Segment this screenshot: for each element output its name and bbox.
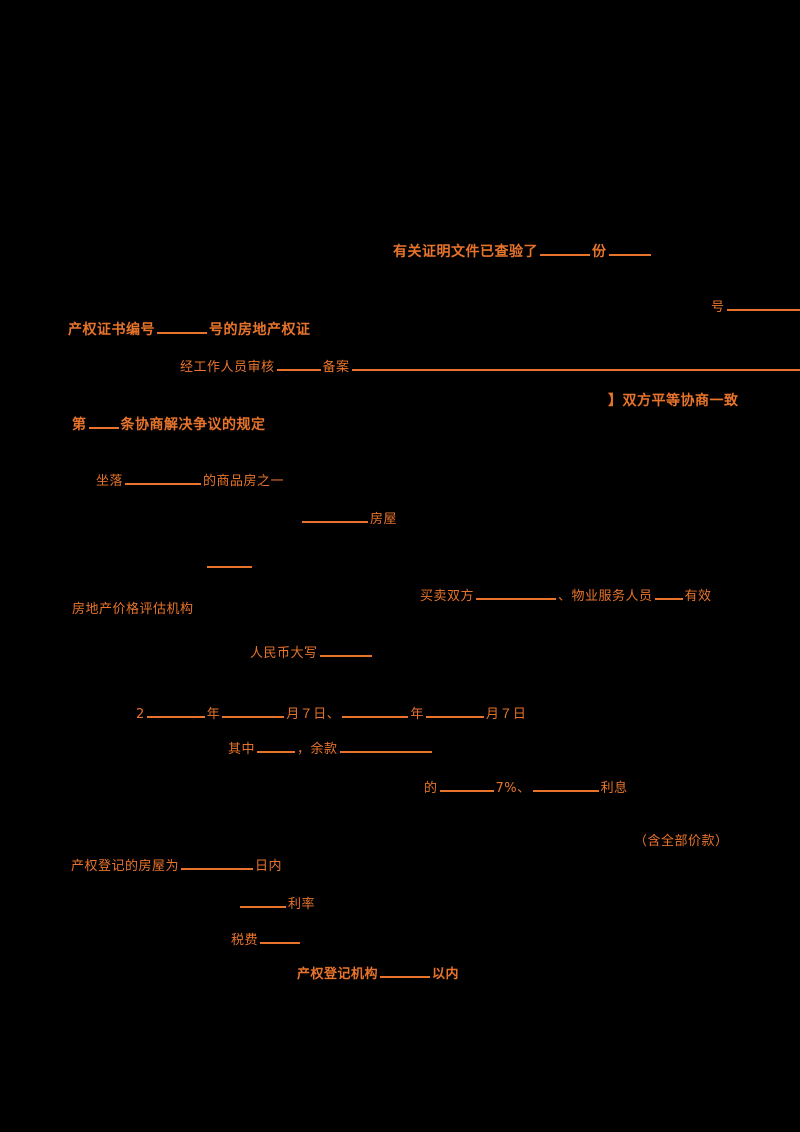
- text-run: 、物业服务人员: [558, 589, 653, 605]
- blank-field-underline: [302, 509, 368, 524]
- blank-field-underline: [342, 704, 409, 719]
- text-run: 备案: [322, 360, 350, 376]
- short-blank-line: [205, 554, 254, 574]
- dispute-clause-line: 第 条协商解决争议的规定: [72, 414, 266, 435]
- clause-verified-line: 有关证明文件已查验了 份: [393, 241, 653, 262]
- text-run: 年: [410, 707, 424, 723]
- text-run: 年: [206, 707, 221, 723]
- date-range-line: 2 年 月７日、 年 月７日: [136, 704, 526, 724]
- blank-field-underline: [380, 964, 431, 979]
- text-run: 其中: [228, 742, 256, 758]
- blank-field-underline: [181, 856, 254, 871]
- text-run: 的商品房之一: [203, 474, 285, 490]
- text-run: 份: [592, 244, 607, 261]
- text-run: 7%、: [495, 781, 531, 797]
- text-run: 经工作人员审核: [180, 360, 275, 376]
- rate-blank-line: 利率: [238, 894, 315, 914]
- payment-split-line: 其中 ，余款: [228, 739, 434, 759]
- text-run: 】双方平等协商一致: [608, 393, 739, 409]
- total-price-note-line: （含全部价款）: [634, 833, 729, 851]
- text-run: 房屋: [370, 512, 398, 528]
- property-certificate-line: 产权证书编号 号的房地产权证: [68, 319, 311, 340]
- text-run: 条协商解决争议的规定: [120, 417, 266, 434]
- number-line-right: 号: [711, 297, 800, 317]
- text-run: 2: [136, 707, 145, 723]
- blank-field-underline: [425, 704, 484, 719]
- blank-field-underline: [125, 471, 202, 486]
- text-run: 利率: [288, 897, 316, 913]
- registration-days-line: 产权登记的房屋为 日内: [71, 856, 282, 876]
- blank-field-underline: [146, 704, 205, 719]
- text-run: ，余款: [297, 742, 338, 758]
- blank-field-underline: [88, 414, 119, 430]
- blank-field-underline: [608, 241, 651, 257]
- text-run: 利息: [600, 781, 628, 797]
- blank-field-underline: [351, 357, 800, 372]
- blank-field-underline: [207, 554, 252, 569]
- parties-service-line: 买卖双方 、物业服务人员 有效: [420, 586, 712, 606]
- price-agency-line: 房地产价格评估机构: [72, 601, 194, 619]
- blank-field-underline: [726, 297, 800, 312]
- text-run: 产权登记的房屋为: [71, 859, 180, 875]
- blank-field-underline: [319, 643, 372, 658]
- text-run: 以内: [432, 967, 460, 983]
- staff-review-line: 经工作人员审核 备案: [180, 357, 800, 377]
- text-run: 号的房地产权证: [209, 322, 311, 339]
- text-run: 税费: [231, 933, 259, 949]
- blank-field-underline: [257, 739, 296, 754]
- text-run: 产权证书编号: [68, 322, 155, 339]
- blank-field-underline: [157, 319, 207, 335]
- percent-interest-line: 的 7%、 利息: [424, 778, 628, 798]
- blank-field-underline: [240, 894, 286, 909]
- house-blank-line: 房屋: [300, 509, 397, 529]
- blank-field-underline: [339, 739, 432, 754]
- text-run: 坐落: [96, 474, 124, 490]
- blank-field-underline: [260, 930, 301, 945]
- blank-field-underline: [540, 241, 590, 257]
- text-run: 人民币大写: [250, 646, 318, 662]
- text-run: 有关证明文件已查验了: [393, 244, 538, 261]
- blank-field-underline: [476, 586, 557, 601]
- text-run: 号: [711, 300, 725, 316]
- blank-field-underline: [532, 778, 599, 793]
- tax-blank-line: 税费: [231, 930, 302, 950]
- text-run: 买卖双方: [420, 589, 475, 605]
- text-run: 房地产价格评估机构: [72, 602, 194, 617]
- registry-within-line: 产权登记机构 以内: [297, 964, 459, 984]
- text-run: 的: [424, 781, 438, 797]
- location-line: 坐落 的商品房之一: [96, 471, 284, 491]
- text-run: 日内: [255, 859, 283, 875]
- text-run: 产权登记机构: [297, 967, 379, 983]
- text-run: 月７日: [485, 707, 527, 723]
- currency-amount-line: 人民币大写: [250, 643, 374, 663]
- equal-consultation-line: 】双方平等协商一致: [608, 392, 739, 411]
- blank-field-underline: [439, 778, 494, 793]
- blank-field-underline: [222, 704, 285, 719]
- blank-field-underline: [654, 586, 683, 601]
- text-run: 第: [72, 417, 87, 434]
- text-run: 有效: [684, 589, 712, 605]
- text-run: （含全部价款）: [634, 834, 729, 849]
- text-run: 月７日、: [286, 707, 341, 723]
- blank-field-underline: [276, 357, 321, 372]
